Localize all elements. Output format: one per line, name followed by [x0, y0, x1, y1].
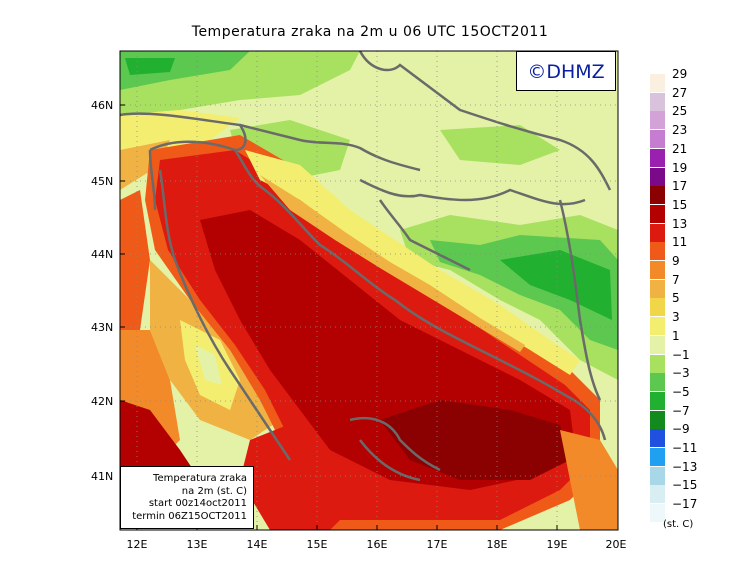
legend-swatch	[650, 317, 665, 336]
legend-label: 21	[672, 141, 688, 156]
legend-label: −3	[672, 366, 690, 381]
map-title: Temperatura zraka na 2m u 06 UTC 15OCT20…	[191, 24, 549, 40]
lon-label: 18E	[486, 538, 508, 551]
legend-label: −7	[672, 403, 690, 418]
info-line: start 00z14oct2011	[148, 498, 247, 509]
legend-swatch	[650, 148, 665, 167]
legend-label: 13	[672, 216, 688, 231]
legend-swatch	[650, 335, 665, 354]
legend-swatch	[650, 261, 665, 279]
legend-swatch	[650, 485, 665, 504]
legend-swatch	[650, 448, 665, 466]
legend-swatch	[650, 111, 665, 130]
legend-label: 5	[672, 291, 680, 306]
legend-swatch	[650, 410, 665, 429]
legend-label: 23	[672, 123, 688, 138]
legend-label: 29	[672, 67, 688, 81]
copyright-label: ©DHMZ	[516, 51, 616, 91]
info-line: na 2m (st. C)	[181, 485, 247, 497]
legend-swatch	[650, 92, 665, 111]
lat-label: 41N	[91, 470, 114, 483]
lat-label: 45N	[91, 175, 114, 188]
legend-swatch	[650, 466, 665, 485]
info-line: Temperatura zraka	[153, 473, 247, 484]
legend-label: 1	[672, 328, 680, 343]
legend-swatch	[650, 242, 665, 261]
legend-label: −9	[672, 422, 690, 437]
legend-unit: (st. C)	[663, 519, 694, 530]
legend-swatch	[650, 167, 665, 186]
info-line: termin 06Z15OCT2011	[132, 510, 247, 522]
legend-swatch	[650, 504, 665, 523]
legend-swatch	[650, 279, 665, 298]
legend-swatch	[650, 298, 665, 317]
lon-label: 13E	[186, 538, 208, 551]
legend-label: 9	[672, 254, 680, 268]
lon-label: 14E	[246, 538, 268, 551]
legend-label: −13	[672, 459, 698, 474]
legend-label: −17	[672, 497, 698, 512]
legend-label: −5	[672, 384, 690, 399]
legend-label: −11	[672, 441, 698, 455]
legend-label: 27	[672, 85, 688, 100]
lon-label: 20E	[605, 538, 627, 551]
legend-swatch	[650, 391, 665, 410]
legend-label: 17	[672, 179, 688, 194]
legend-label: −1	[672, 347, 690, 362]
lat-label: 46N	[91, 99, 114, 112]
lon-label: 17E	[426, 538, 448, 551]
lat-label: 42N	[91, 395, 114, 408]
legend-swatch	[650, 204, 665, 223]
legend-label: −15	[672, 478, 698, 493]
lon-label: 16E	[366, 538, 388, 551]
legend-swatch	[650, 354, 665, 373]
map-frame	[119, 50, 619, 531]
legend-label: 25	[672, 104, 688, 119]
lon-label: 15E	[306, 538, 328, 551]
info-box: Temperatura zraka na 2m (st. C) start 00…	[120, 466, 254, 529]
legend-swatch	[650, 429, 665, 448]
legend-swatch	[650, 130, 665, 149]
legend-label: 15	[672, 197, 688, 212]
lon-label: 19E	[546, 538, 568, 551]
legend-label: 19	[672, 160, 688, 175]
legend-swatch	[650, 223, 665, 242]
legend-label: 7	[672, 272, 680, 287]
legend-label: 11	[672, 235, 688, 250]
legend-swatch	[650, 186, 665, 205]
legend-swatch	[650, 74, 665, 92]
lat-label: 43N	[91, 321, 114, 334]
legend-swatch	[650, 373, 665, 392]
legend-label: 3	[672, 310, 680, 325]
lat-label: 44N	[91, 248, 114, 261]
lon-label: 12E	[126, 538, 148, 551]
